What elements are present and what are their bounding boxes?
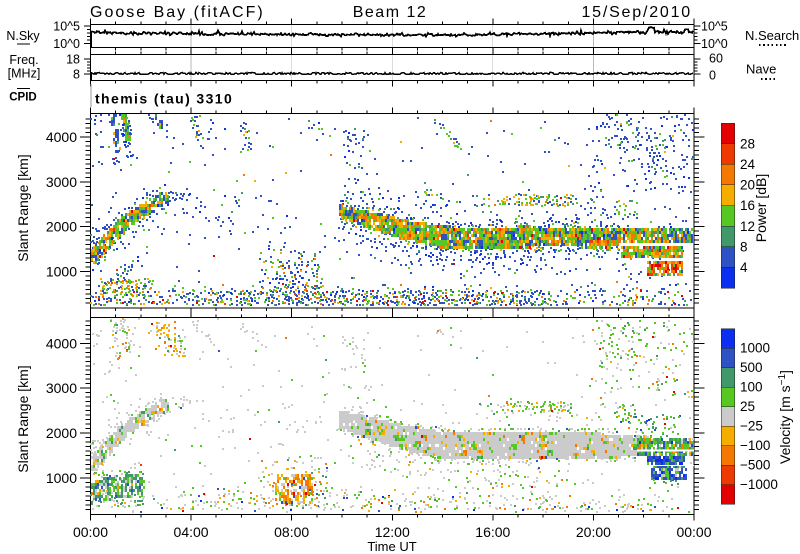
svg-text:Velocity [m s−1]: Velocity [m s−1] <box>777 370 793 464</box>
svg-text:15/Sep/2010: 15/Sep/2010 <box>581 4 692 21</box>
svg-text:28: 28 <box>740 136 755 151</box>
svg-text:−25: −25 <box>740 419 763 434</box>
svg-text:100: 100 <box>740 380 763 395</box>
svg-text:Power [dB]: Power [dB] <box>753 174 769 242</box>
svg-text:12: 12 <box>740 219 755 234</box>
svg-text:N.Search: N.Search <box>745 28 799 43</box>
svg-text:Beam 12: Beam 12 <box>353 4 428 21</box>
svg-text:2000: 2000 <box>46 219 77 235</box>
svg-text:CPID: CPID <box>9 92 36 104</box>
svg-text:04:00: 04:00 <box>174 524 209 540</box>
svg-text:24: 24 <box>740 157 756 172</box>
svg-text:2000: 2000 <box>46 425 77 441</box>
svg-text:[MHz]: [MHz] <box>8 67 41 81</box>
svg-text:08:00: 08:00 <box>274 524 309 540</box>
svg-text:4000: 4000 <box>46 335 77 351</box>
svg-text:25: 25 <box>740 399 755 414</box>
svg-text:10^0: 10^0 <box>53 37 80 51</box>
svg-text:N.Sky: N.Sky <box>6 29 40 43</box>
svg-text:4000: 4000 <box>46 129 77 145</box>
svg-text:Goose Bay (fitACF): Goose Bay (fitACF) <box>90 4 265 21</box>
svg-text:themis (tau) 3310: themis (tau) 3310 <box>95 91 233 107</box>
svg-text:16:00: 16:00 <box>475 524 510 540</box>
svg-text:0: 0 <box>709 69 716 83</box>
svg-text:1000: 1000 <box>46 470 77 486</box>
svg-text:−100: −100 <box>740 438 770 453</box>
svg-text:12:00: 12:00 <box>375 524 410 540</box>
svg-text:00:00: 00:00 <box>676 524 711 540</box>
svg-text:10^5: 10^5 <box>701 20 728 34</box>
svg-text:Nave: Nave <box>746 62 776 77</box>
svg-text:16: 16 <box>740 198 755 213</box>
svg-text:8: 8 <box>73 68 80 82</box>
svg-text:00:00: 00:00 <box>73 524 108 540</box>
svg-text:20:00: 20:00 <box>576 524 611 540</box>
svg-text:20: 20 <box>740 178 755 193</box>
svg-text:Freq.: Freq. <box>9 53 38 67</box>
svg-text:500: 500 <box>740 360 763 375</box>
svg-text:3000: 3000 <box>46 174 77 190</box>
svg-text:Slant Range [km]: Slant Range [km] <box>15 365 31 472</box>
svg-text:10^5: 10^5 <box>53 20 80 34</box>
svg-text:−500: −500 <box>740 458 770 473</box>
svg-text:60: 60 <box>709 52 723 66</box>
svg-text:−1000: −1000 <box>740 477 778 492</box>
svg-text:1000: 1000 <box>46 264 77 280</box>
svg-text:10^0: 10^0 <box>701 37 728 51</box>
svg-text:Time UT: Time UT <box>367 539 416 554</box>
svg-text:18: 18 <box>66 53 80 67</box>
svg-text:1000: 1000 <box>740 341 770 356</box>
svg-text:Slant Range [km]: Slant Range [km] <box>15 154 31 261</box>
svg-text:4: 4 <box>740 260 748 275</box>
svg-text:3000: 3000 <box>46 380 77 396</box>
svg-text:8: 8 <box>740 239 748 254</box>
